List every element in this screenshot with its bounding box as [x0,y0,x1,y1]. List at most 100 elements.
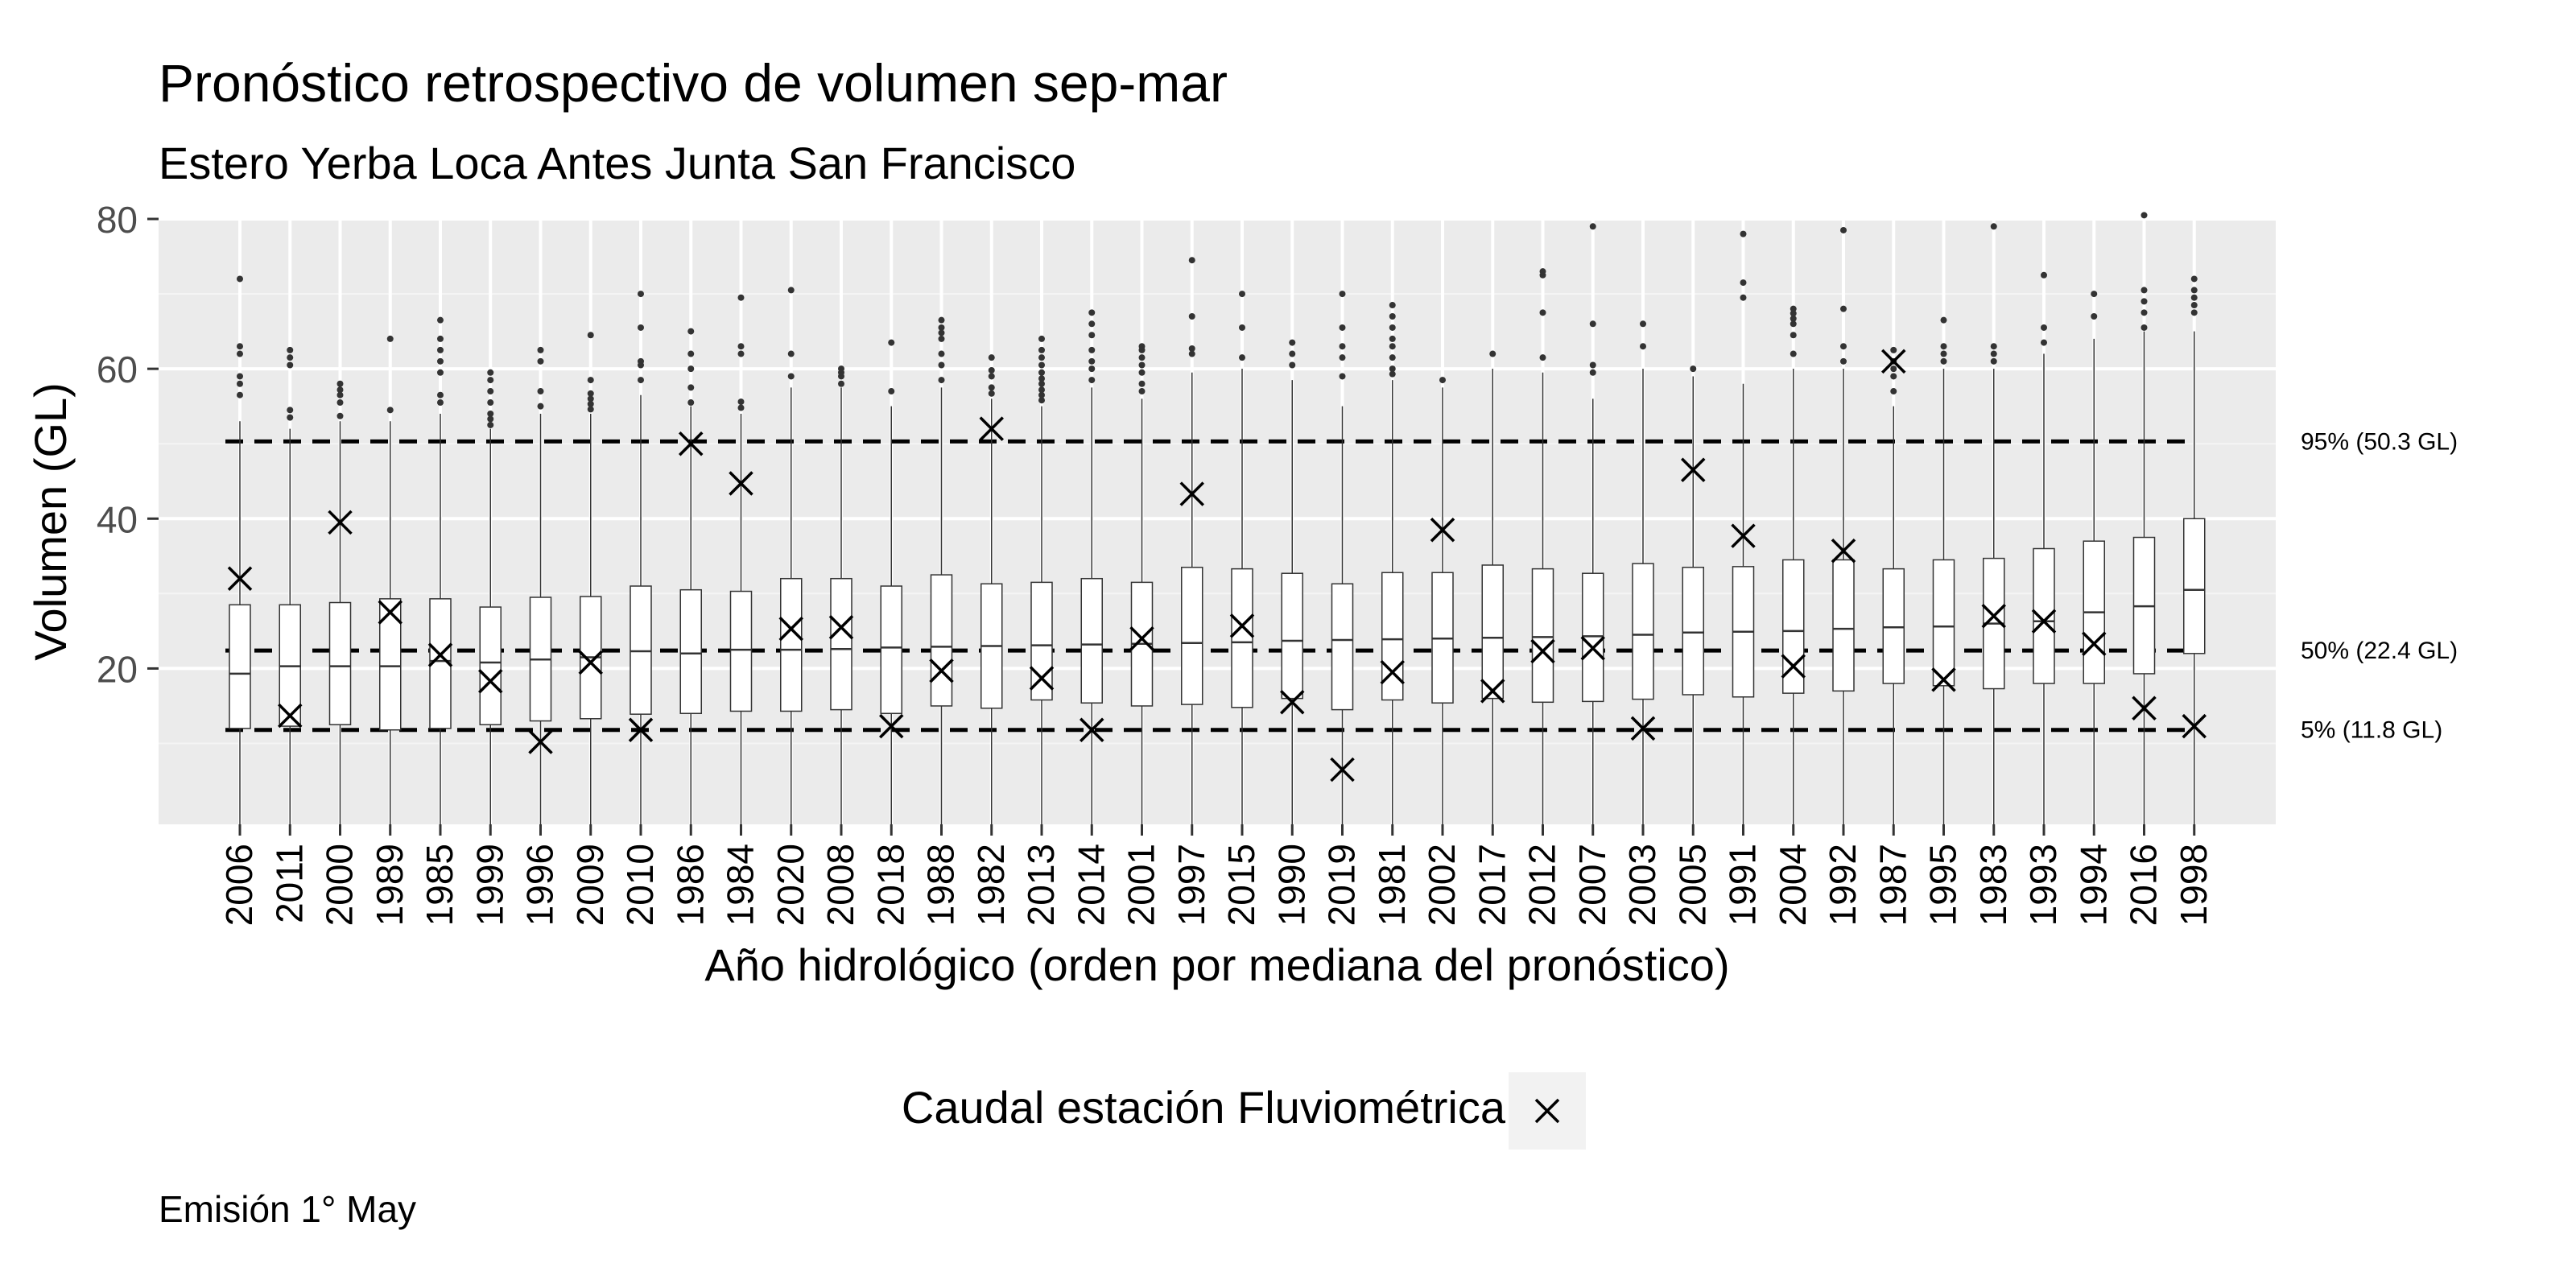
observed-stroke [1630,716,1656,741]
outlier-point [2091,312,2098,320]
outlier-point [587,406,594,413]
box-body [1531,568,1554,704]
observed-stroke [679,431,704,456]
x-axis-title: Año hidrológico (orden por mediana del p… [704,939,1729,990]
x-tick-label: 2004 [1772,844,1814,926]
outlier-point [787,350,795,357]
observed-point [1080,717,1104,742]
outlier-point [386,335,394,342]
box-2015 [1231,291,1253,824]
outlier-point [1740,294,1747,301]
outlier-point [938,324,945,331]
outlier-point [1389,312,1396,320]
outlier-point [287,407,294,414]
x-tick-label: 1998 [2173,844,2215,926]
outlier-point [1088,365,1096,373]
x-tick-label: 1995 [1922,844,1964,926]
observed-point [2182,713,2207,739]
outlier-point [1790,305,1797,312]
observed-stroke [1179,481,1204,506]
outlier-point [1038,354,1045,361]
observed-point [1480,679,1505,704]
outlier-point [988,384,995,391]
box-body [328,601,352,725]
outlier-point [1188,345,1195,353]
box-2018 [880,339,902,824]
observed-point [278,703,303,729]
observed-stroke [1229,613,1255,638]
outlier-point [1188,257,1195,264]
outlier-point [787,287,795,294]
outlier-point [687,350,695,357]
x-tick-label: 2015 [1220,844,1262,926]
box-2008 [830,365,852,824]
outlier-point [638,291,644,298]
observed-point [1681,457,1706,483]
x-tick-label: 2005 [1671,844,1713,926]
outlier-point [437,391,444,398]
observed-point [1731,523,1756,548]
outlier-point [336,380,344,387]
observed-stroke [227,566,253,591]
x-axis: 2006 2011 2000 1989 1985 1999 1996 2009 2010 1986… [218,824,2215,926]
outlier-point [1088,377,1096,384]
outlier-point [1589,369,1596,376]
x-tick-label: 1982 [970,844,1012,926]
outlier-point [1339,354,1346,361]
outlier-point [687,328,695,335]
x-tick-label: 2017 [1471,844,1513,926]
outlier-point [737,294,745,301]
outlier-point [237,343,243,350]
outlier-point [437,369,444,376]
box-body [1682,567,1704,696]
observed-point [879,713,904,739]
outlier-point [2041,339,2047,346]
outlier-point [437,357,444,365]
box-1994 [2083,291,2105,824]
box-body [880,585,902,715]
outlier-point [487,377,494,384]
observed-stroke [1430,518,1455,543]
box-body [1782,559,1805,694]
outlier-point [487,388,494,395]
outlier-point [1589,223,1596,230]
outlier-point [938,361,945,369]
box-body [229,604,251,729]
x-tick-label: 1991 [1722,844,1764,926]
outlier-point [1640,320,1646,328]
outlier-point [1740,279,1747,287]
observed-stroke [378,600,402,625]
outlier-point [1840,305,1847,312]
outlier-point [537,388,544,395]
outlier-point [487,415,494,423]
outlier-point [1389,343,1396,350]
observed-stroke [1129,625,1154,651]
outlier-point [1940,357,1947,365]
box-2001 [1130,343,1154,824]
outlier-point [1188,312,1195,320]
box-body [679,588,702,715]
outlier-point [2091,291,2098,298]
outlier-point [1339,324,1346,331]
outlier-point [587,400,594,407]
observed-stroke [328,510,353,535]
box-body [1832,559,1855,692]
outlier-point [1038,361,1045,369]
box-2013 [1030,335,1053,824]
observed-point [2082,631,2107,656]
x-tick-label: 1994 [2072,844,2114,926]
outlier-point [1790,332,1797,339]
boxes-layer [229,212,2206,824]
x-tick-label: 1996 [519,844,561,926]
box-body [1231,568,1253,708]
outlier-point [1038,391,1045,398]
outlier-point [1239,291,1245,298]
outlier-point [988,390,995,397]
outlier-point [2190,294,2198,301]
box-2007 [1582,223,1604,824]
outlier-point [386,407,394,414]
outlier-point [1138,343,1146,350]
x-tick-label: 2012 [1521,844,1563,926]
observed-point [828,614,854,640]
outlier-point [437,399,444,407]
